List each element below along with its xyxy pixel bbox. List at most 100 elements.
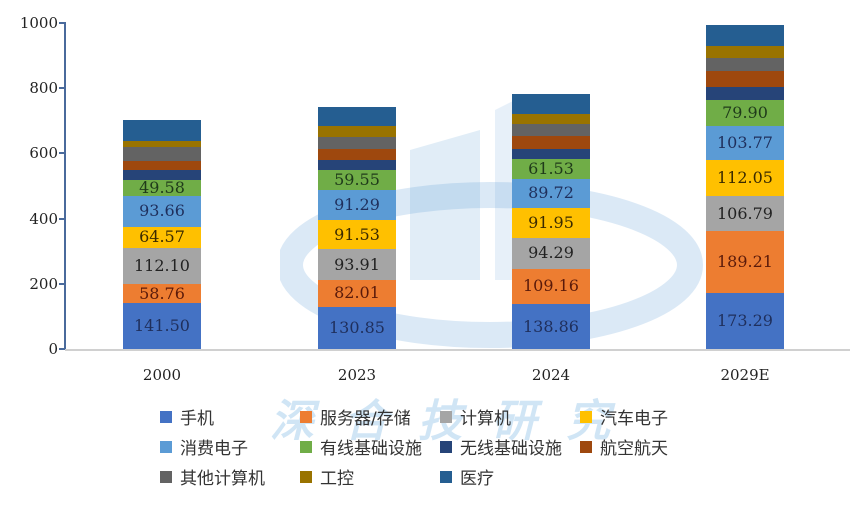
bar-segment [512,135,590,149]
y-tick-mark [59,152,65,155]
bar-segment [318,159,396,171]
bar-segment [512,93,590,115]
y-axis-line [64,22,66,350]
legend-item: 航空航天 [580,434,668,459]
y-tick-mark [59,348,65,350]
legend-label: 服务器/存储 [320,409,411,429]
legend-swatch-icon [160,410,172,423]
legend-swatch-icon [440,440,452,453]
bar-segment [706,125,784,160]
y-tick-label: 800 [29,79,58,98]
legend-label: 有线基础设施 [320,439,422,459]
data-label: 91.29 [334,194,380,214]
bar-segment [706,24,784,46]
data-label: 130.85 [329,318,385,338]
bar-segment [706,70,784,88]
bar-segment [123,226,201,248]
bar-segment [123,169,201,180]
data-label: 64.57 [139,227,185,247]
legend-item: 消费电子 [160,434,248,459]
legend-label: 消费电子 [180,439,248,459]
bar-segment [123,140,201,147]
bar-segment [706,99,784,127]
legend-item: 有线基础设施 [300,434,422,459]
legend-swatch-icon [300,440,312,453]
bar-segment [318,189,396,220]
data-label: 82.01 [334,283,380,303]
bar-segment [318,248,396,281]
data-label: 109.16 [523,276,579,296]
bar-segment [318,125,396,138]
data-label: 189.21 [717,252,773,272]
data-label: 103.77 [717,133,773,153]
y-tick-label: 1000 [19,14,58,32]
y-tick-label: 400 [29,209,58,228]
data-label: 93.66 [139,201,185,221]
bar-segment [512,303,590,350]
data-label: 49.58 [139,178,185,197]
bar-segment [706,196,784,232]
legend-label: 无线基础设施 [460,439,562,459]
legend-swatch-icon [300,410,312,423]
data-label: 91.95 [528,212,574,232]
y-tick-mark [59,22,65,24]
y-tick-label: 200 [29,274,58,293]
bar-2023: 130.85 82.01 93.91 91.53 91.29 59.55 [318,0,396,505]
bar-segment [318,306,396,350]
bar-2000: 141.50 58.76 112.10 64.57 93.66 49.58 [123,0,201,505]
y-tick-mark [59,282,65,285]
bar-segment [123,283,201,304]
x-tick-label: 2029E [720,366,770,384]
legend-label: 医疗 [460,469,494,489]
bar-segment [512,123,590,137]
legend-swatch-icon [580,410,592,423]
y-tick-mark [59,87,65,90]
legend-swatch-icon [300,470,312,483]
x-tick-label: 2023 [337,366,377,384]
y-tick-label: 0 [48,340,58,358]
data-label: 141.50 [134,316,190,336]
data-label: 89.72 [528,183,574,203]
legend-label: 其他计算机 [180,469,265,489]
bar-segment [706,230,784,293]
data-label: 112.10 [134,255,190,275]
data-label: 94.29 [528,243,574,263]
bar-segment [318,136,396,150]
legend-swatch-icon [580,440,592,453]
bar-segment [512,268,590,305]
data-label: 173.29 [717,311,773,331]
bar-segment [318,279,396,307]
legend-item: 无线基础设施 [440,434,562,459]
data-label: 106.79 [717,203,773,223]
legend-item: 计算机 [440,404,511,429]
bar-segment [123,179,201,197]
legend-swatch-icon [160,470,172,483]
bar-segment [706,57,784,72]
legend-swatch-icon [440,410,452,423]
x-axis-line [65,349,850,351]
legend-item: 服务器/存储 [300,404,411,429]
data-label: 93.91 [334,254,380,274]
x-tick-label: 2000 [142,366,182,384]
bar-segment [123,120,201,141]
bar-segment [123,160,201,170]
data-label: 112.05 [717,168,773,188]
bar-segment [123,247,201,285]
legend-label: 计算机 [460,409,511,429]
bar-segment [318,106,396,127]
data-label: 58.76 [139,283,185,303]
bar-segment [706,86,784,101]
bar-segment [512,178,590,208]
bar-segment [318,219,396,250]
bar-segment [512,237,590,269]
bar-segment [512,113,590,125]
bar-segment [706,159,784,197]
bar-segment [318,169,396,190]
bar-segment [706,292,784,350]
bar-segment [318,148,396,161]
legend-item: 医疗 [440,464,494,489]
legend-label: 手机 [180,409,214,429]
x-tick-label: 2024 [531,366,571,384]
bar-segment [706,45,784,59]
